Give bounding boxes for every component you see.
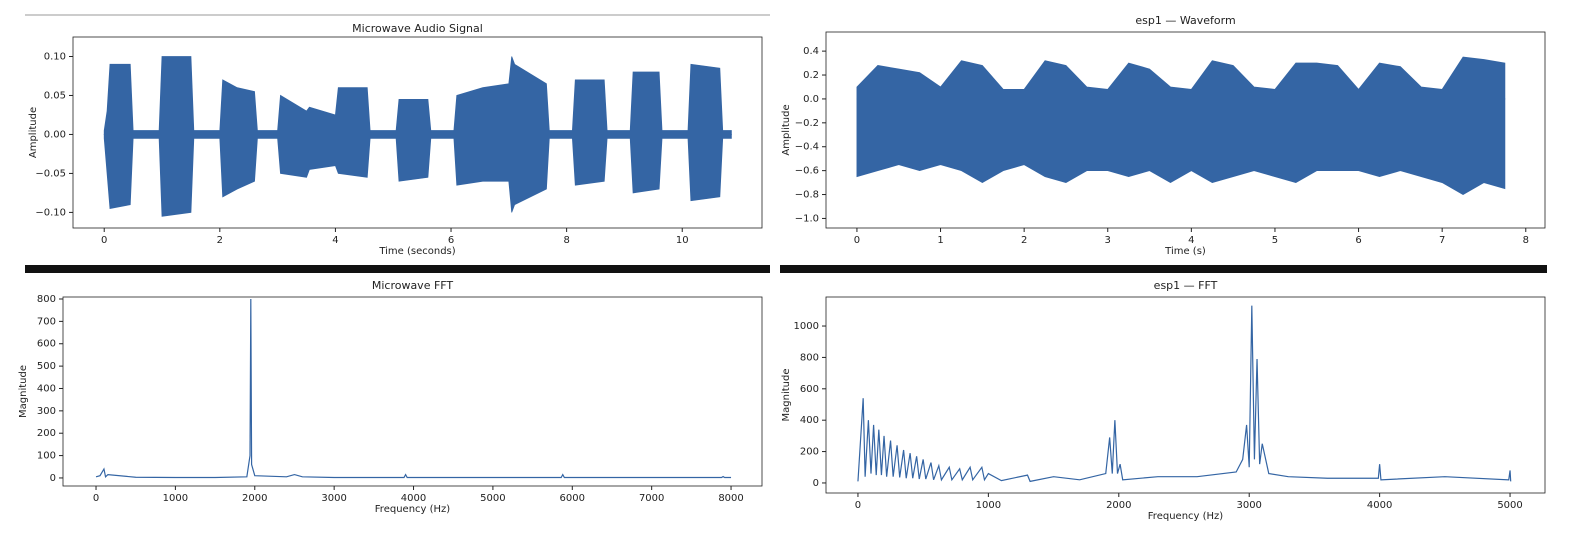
y-tick-label: 500 [37, 361, 56, 372]
x-tick-label: 0 [101, 235, 107, 246]
x-axis-label: Frequency (Hz) [375, 504, 451, 515]
y-tick-label: −1.0 [795, 213, 819, 224]
x-tick-label: 2000 [1106, 500, 1131, 511]
y-tick-label: −0.10 [35, 207, 66, 218]
y-tick-label: 0.05 [44, 90, 66, 101]
plot-frame [825, 31, 1546, 229]
y-axis-label: Magnitude [781, 369, 792, 422]
separator-bar [25, 265, 770, 273]
y-tick-label: 600 [800, 384, 819, 395]
waveform-envelope [103, 56, 732, 135]
x-tick-label: 6 [448, 235, 454, 246]
y-tick-label: 0.10 [44, 51, 66, 62]
y-tick-label: 800 [37, 294, 56, 305]
separator-bar [780, 265, 1547, 273]
x-tick-label: 0 [854, 235, 860, 246]
spectrum-line [857, 305, 1512, 483]
x-axis-label: Time (seconds) [378, 246, 455, 257]
spectrum-line [95, 299, 732, 479]
x-tick-label: 10 [676, 235, 689, 246]
y-tick-label: −0.8 [795, 190, 819, 201]
x-tick-label: 4000 [401, 493, 426, 504]
y-tick-label: 200 [800, 447, 819, 458]
y-tick-label: 0.4 [803, 46, 819, 57]
y-tick-label: 1000 [794, 321, 819, 332]
x-tick-label: 5000 [480, 493, 505, 504]
x-tick-label: 4000 [1367, 500, 1392, 511]
chart-title: Microwave FFT [372, 279, 454, 292]
chart-title: esp1 — FFT [1154, 279, 1218, 292]
y-tick-label: 0.2 [803, 70, 819, 81]
x-tick-label: 8 [563, 235, 569, 246]
x-tick-label: 2 [217, 235, 223, 246]
plot-frame [72, 36, 763, 229]
y-tick-label: 600 [37, 339, 56, 350]
y-tick-label: −0.2 [795, 118, 819, 129]
x-tick-label: 4 [1188, 235, 1194, 246]
x-tick-label: 1000 [163, 493, 188, 504]
x-tick-label: 1000 [976, 500, 1001, 511]
y-tick-label: 400 [37, 383, 56, 394]
x-tick-label: 1 [937, 235, 943, 246]
x-axis-label: Frequency (Hz) [1148, 511, 1224, 522]
x-tick-label: 0 [855, 500, 861, 511]
plot-frame [62, 296, 763, 487]
x-tick-label: 5000 [1497, 500, 1522, 511]
waveform-envelope [856, 56, 1506, 100]
x-tick-label: 6000 [560, 493, 585, 504]
y-tick-label: 400 [800, 415, 819, 426]
y-tick-label: 0.00 [44, 129, 66, 140]
y-axis-label: Amplitude [28, 107, 39, 158]
x-tick-label: 3 [1105, 235, 1111, 246]
x-tick-label: 7 [1439, 235, 1445, 246]
y-tick-label: 700 [37, 316, 56, 327]
x-tick-label: 3000 [321, 493, 346, 504]
x-tick-label: 3000 [1236, 500, 1261, 511]
y-tick-label: −0.4 [795, 142, 819, 153]
x-tick-label: 8 [1523, 235, 1529, 246]
y-tick-label: 0.0 [803, 94, 819, 105]
y-tick-label: 0 [813, 478, 819, 489]
y-tick-label: −0.05 [35, 168, 66, 179]
x-tick-label: 0 [93, 493, 99, 504]
chart-title: Microwave Audio Signal [352, 22, 483, 35]
y-tick-label: 300 [37, 406, 56, 417]
y-tick-label: 800 [800, 352, 819, 363]
chart-title: esp1 — Waveform [1135, 14, 1235, 27]
y-tick-label: 0 [50, 473, 56, 484]
y-axis-label: Magnitude [18, 365, 29, 418]
x-tick-label: 8000 [718, 493, 743, 504]
y-tick-label: 100 [37, 451, 56, 462]
x-tick-label: 5 [1272, 235, 1278, 246]
x-tick-label: 6 [1355, 235, 1361, 246]
plot-frame [825, 296, 1546, 494]
x-tick-label: 2 [1021, 235, 1027, 246]
x-tick-label: 2000 [242, 493, 267, 504]
x-tick-label: 7000 [639, 493, 664, 504]
y-axis-label: Amplitude [781, 104, 792, 155]
waveform-envelope [856, 98, 1506, 195]
y-tick-label: 200 [37, 428, 56, 439]
waveform-envelope [103, 134, 732, 217]
x-axis-label: Time (s) [1164, 246, 1206, 257]
y-tick-label: −0.6 [795, 166, 819, 177]
x-tick-label: 4 [332, 235, 338, 246]
